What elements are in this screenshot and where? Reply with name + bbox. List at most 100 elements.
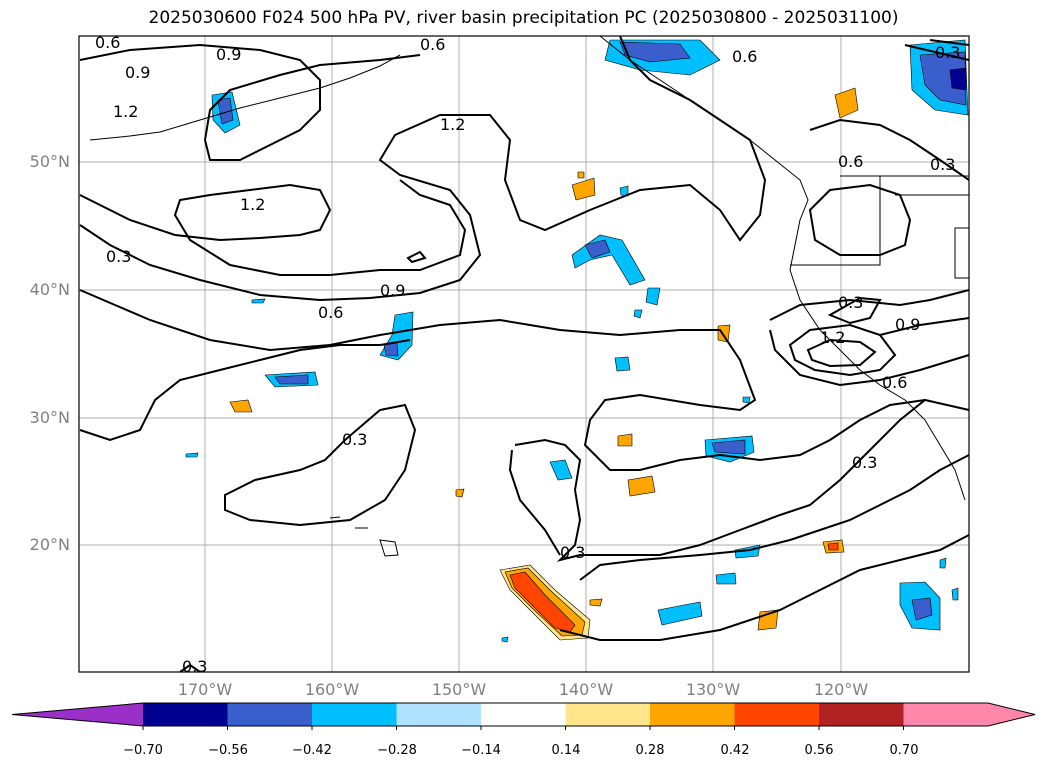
pv-contour (179, 663, 201, 673)
lat-label-30n: 30°N (29, 408, 70, 427)
lat-label-50n: 50°N (29, 152, 70, 171)
precip-patch (939, 557, 947, 569)
precip-patch (217, 97, 234, 125)
contour-label: 0.3 (106, 247, 131, 266)
contour-label: 0.9 (216, 45, 241, 64)
precip-patch (827, 542, 839, 551)
colorbar-cell (819, 703, 904, 726)
contour-label: 0.3 (930, 155, 955, 174)
precip-patch (657, 601, 703, 626)
pv-contour (514, 398, 970, 562)
colorbar-cell (565, 703, 651, 726)
colorbar-extend-high (988, 703, 1035, 726)
contour-label: 0.3 (838, 293, 863, 312)
precip-patch (229, 399, 253, 413)
pv-contour (79, 43, 421, 161)
contour-label: 0.6 (420, 35, 445, 54)
colorbar-extend-low (12, 703, 143, 726)
pv-contour (904, 44, 970, 61)
precip-patch (911, 597, 933, 621)
pv-contour (809, 118, 970, 181)
colorbar-tick-label: 0.28 (635, 743, 665, 758)
contour-label: 1.2 (240, 195, 265, 214)
colorbar-tick-label: 0.70 (889, 743, 919, 758)
colorbar-cell (650, 703, 735, 726)
lon-label-160w: 160°W (304, 680, 360, 699)
lat-label-20n: 20°N (29, 535, 70, 554)
pv-contour (79, 35, 767, 302)
lon-label-170w: 170°W (177, 680, 233, 699)
precip-patch (274, 374, 309, 385)
colorbar-tick-label: −0.56 (208, 743, 248, 758)
pv-contour (579, 454, 970, 581)
contour-label: 0.3 (560, 543, 585, 562)
pv-contour (806, 338, 877, 368)
precip-patch (577, 171, 585, 179)
contour-label: 0.3 (182, 657, 207, 676)
contour-label: 0.3 (342, 430, 367, 449)
contour-label: 0.6 (882, 373, 907, 392)
lon-label-130w: 130°W (685, 680, 741, 699)
colorbar-tick-label: −0.42 (292, 743, 332, 758)
contour-label: 0.9 (895, 315, 920, 334)
contour-label-group: 0.6 0.9 1.2 0.3 0.6 0.9 1.2 1.2 0.3 0.9 … (95, 33, 960, 676)
precip-patch (633, 309, 643, 319)
precip-patch (589, 598, 603, 607)
map-frame (78, 35, 970, 673)
contour-label: 1.2 (440, 115, 465, 134)
pv-contours (79, 35, 970, 673)
contour-label: 0.6 (838, 152, 863, 171)
gridlines (79, 36, 969, 672)
colorbar-tick-label: 0.56 (804, 743, 834, 758)
precip-patch (834, 87, 859, 119)
contour-label: 0.6 (318, 303, 343, 322)
pv-contour (508, 449, 561, 556)
precip-shading (185, 39, 969, 643)
contour-label: 0.6 (95, 33, 120, 52)
precip-patch (614, 356, 631, 372)
pv-contour (79, 179, 467, 276)
precip-patch (185, 452, 199, 458)
precip-patch (619, 41, 691, 63)
pv-contour (808, 183, 912, 256)
precip-patch (711, 439, 746, 455)
pv-contour (929, 39, 970, 46)
precip-patch (455, 488, 465, 498)
contour-label: 0.3 (852, 453, 877, 472)
lon-label-140w: 140°W (558, 680, 614, 699)
precip-patch (951, 587, 959, 601)
precip-patch (549, 459, 573, 481)
pv-contour (224, 403, 417, 527)
precip-patch (645, 287, 661, 306)
lon-label-150w: 150°W (431, 680, 487, 699)
pv-contour (79, 289, 926, 471)
precip-patch (501, 636, 509, 643)
colorbar-cell (903, 703, 989, 726)
coastline-hawaii (379, 539, 399, 557)
contour-label: 0.9 (125, 63, 150, 82)
colorbar-cells (11, 702, 1036, 730)
pv-contour (406, 250, 427, 264)
contour-label: 0.9 (380, 281, 405, 300)
precip-patch (715, 572, 737, 585)
precip-patch (627, 475, 656, 497)
map-title: 2025030600 F024 500 hPa PV, river basin … (148, 8, 899, 28)
colorbar-tick-label: −0.14 (461, 743, 501, 758)
pv-contour (559, 534, 970, 641)
pv-contour (827, 296, 882, 325)
contour-label: 0.3 (935, 43, 960, 62)
pv-contour (79, 339, 411, 442)
colorbar-tick-label: −0.28 (377, 743, 417, 758)
contour-label: 0.6 (732, 47, 757, 66)
contour-label: 1.2 (820, 328, 845, 347)
colorbar-tick-label: 0.42 (720, 743, 750, 758)
pv-contour (879, 317, 970, 336)
pv-contour (769, 289, 970, 321)
colorbar-cell (396, 703, 482, 726)
pv-contour (788, 323, 897, 377)
precip-patch (617, 433, 633, 447)
precip-patch (919, 51, 967, 106)
precip-patch (584, 239, 611, 259)
